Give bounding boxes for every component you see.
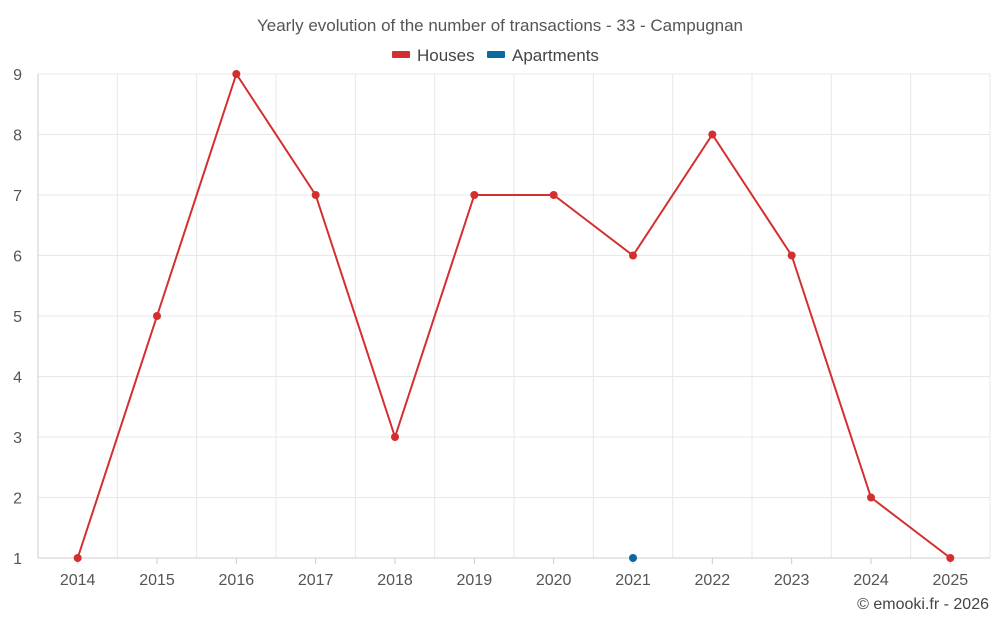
data-point-houses[interactable] [232, 70, 241, 78]
series [73, 70, 955, 562]
y-tick-label: 5 [13, 309, 22, 326]
legend-swatch-houses [392, 51, 410, 58]
data-point-houses[interactable] [391, 433, 399, 441]
grid [37, 73, 991, 559]
legend-label-houses: Houses [417, 46, 475, 65]
footer-credit: © emooki.fr - 2026 [857, 596, 989, 613]
x-tick-label: 2024 [853, 572, 889, 589]
x-tick-label: 2020 [536, 572, 572, 589]
data-point-houses[interactable] [708, 130, 717, 139]
legend-item-houses[interactable]: Houses [392, 46, 475, 65]
x-tick-label: 2015 [139, 572, 175, 589]
legend: Houses Apartments [392, 46, 599, 65]
x-tick-label: 2021 [615, 572, 651, 589]
y-tick-label: 9 [13, 67, 22, 84]
data-point-houses[interactable] [549, 191, 558, 199]
series-line-houses [76, 73, 951, 559]
x-tick-label: 2025 [933, 572, 969, 589]
y-tick-label: 2 [13, 491, 22, 508]
data-point-houses[interactable] [629, 251, 637, 260]
y-tick-label: 1 [13, 551, 22, 568]
y-tick-label: 8 [13, 128, 22, 145]
x-axis-ticks: 2014 2015 2016 2017 2018 2019 2020 2021 2022 2023… [60, 558, 968, 589]
data-point-houses[interactable] [867, 493, 875, 502]
chart-title: Yearly evolution of the number of transa… [257, 16, 743, 35]
series-houses [73, 70, 955, 562]
x-tick-label: 2019 [457, 572, 493, 589]
data-point-houses[interactable] [153, 312, 161, 320]
y-tick-label: 6 [13, 249, 22, 266]
data-point-apartments[interactable] [629, 554, 637, 562]
legend-label-apartments: Apartments [512, 46, 599, 65]
y-tick-label: 4 [13, 370, 22, 387]
x-tick-label: 2022 [695, 572, 731, 589]
y-axis-ticks: 1 2 3 4 5 6 7 8 9 [13, 67, 22, 568]
x-tick-label: 2017 [298, 572, 334, 589]
axes [37, 74, 990, 559]
y-tick-label: 7 [13, 188, 22, 205]
data-point-houses[interactable] [73, 554, 82, 562]
series-apartments [629, 554, 637, 562]
data-point-houses[interactable] [311, 191, 320, 199]
x-tick-label: 2014 [60, 572, 96, 589]
x-tick-label: 2018 [377, 572, 413, 589]
data-point-houses[interactable] [946, 554, 955, 562]
y-tick-label: 3 [13, 430, 22, 447]
x-tick-label: 2016 [219, 572, 255, 589]
data-point-houses[interactable] [787, 251, 796, 260]
x-tick-label: 2023 [774, 572, 810, 589]
data-point-houses[interactable] [470, 191, 479, 199]
legend-item-apartments[interactable]: Apartments [487, 46, 599, 65]
legend-swatch-apartments [487, 51, 505, 58]
